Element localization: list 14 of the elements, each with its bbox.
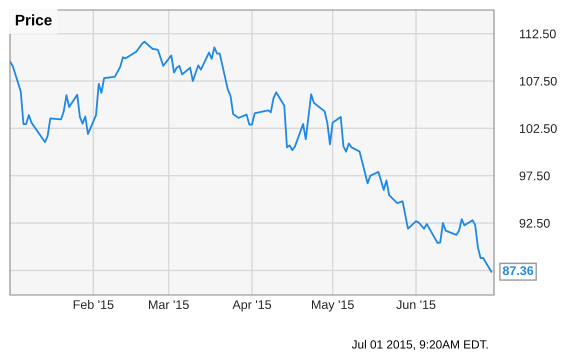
text: Jul 01 2015, 9:20AM EDT.	[352, 340, 488, 350]
x-tick-label: May '15	[312, 300, 354, 312]
line-series	[10, 40, 492, 273]
x-tick-label: Apr '15	[232, 300, 272, 312]
y-tick-label: 97.50	[520, 172, 550, 180]
x-tick-label: Feb '15	[74, 300, 114, 310]
y-tick-label: 92.50	[520, 218, 550, 228]
y-tick-label: 112.50	[520, 29, 556, 38]
data-label: 87.36	[502, 266, 534, 276]
chart-title: Price	[16, 14, 52, 26]
y-tick-label: 102.50	[520, 124, 557, 134]
x-tick-label: Mar '15	[149, 300, 189, 310]
x-tick-label: Jun '15	[396, 300, 436, 310]
y-tick-label: 107.50	[520, 76, 557, 86]
